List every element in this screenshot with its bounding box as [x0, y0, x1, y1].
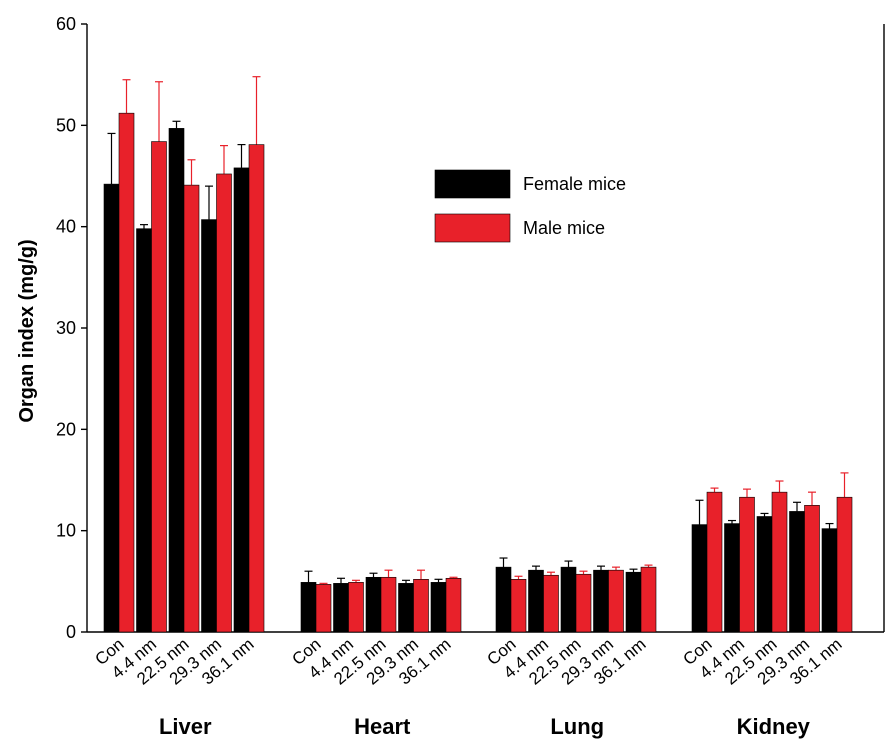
- bar: [380, 576, 397, 633]
- bar: [756, 516, 773, 633]
- y-axis-title: Organ index (mg/g): [16, 239, 38, 422]
- bar: [821, 528, 838, 633]
- bar: [365, 576, 382, 633]
- bar: [136, 228, 152, 633]
- bar: [575, 573, 592, 633]
- bar: [300, 582, 317, 633]
- bar: [739, 496, 755, 633]
- bar: [183, 184, 200, 633]
- bar: [724, 523, 740, 633]
- bar: [510, 579, 527, 633]
- bar: [398, 583, 414, 633]
- bar: [348, 582, 364, 633]
- bar: [593, 569, 609, 633]
- y-tick-label: 20: [56, 419, 76, 439]
- bar: [445, 577, 462, 633]
- legend-swatch: [434, 213, 511, 243]
- bars: [103, 76, 853, 633]
- y-tick-label: 60: [56, 14, 76, 34]
- group-label: Kidney: [737, 714, 811, 739]
- bar: [248, 144, 265, 633]
- bar: [560, 566, 577, 633]
- y-tick-label: 40: [56, 217, 76, 237]
- bar: [495, 566, 512, 633]
- y-tick-label: 30: [56, 318, 76, 338]
- bar: [103, 183, 120, 633]
- bar: [216, 173, 232, 633]
- bar: [789, 511, 805, 633]
- bar: [151, 141, 167, 633]
- legend-label: Female mice: [523, 174, 626, 194]
- bar: [804, 505, 820, 633]
- bar: [333, 583, 349, 633]
- bar: [118, 112, 135, 633]
- y-tick-label: 50: [56, 115, 76, 135]
- bar: [608, 569, 624, 633]
- bar: [528, 569, 544, 633]
- bar: [315, 584, 332, 633]
- legend-swatch: [434, 169, 511, 199]
- bar: [201, 219, 217, 633]
- bar: [543, 574, 559, 633]
- bar: [233, 167, 250, 633]
- bar: [836, 496, 853, 633]
- legend: Female mice Male mice: [434, 169, 626, 243]
- bar: [430, 582, 447, 633]
- group-label: Liver: [159, 714, 212, 739]
- bar: [168, 128, 185, 633]
- bar: [625, 571, 642, 633]
- group-label: Lung: [550, 714, 604, 739]
- bar: [413, 579, 429, 633]
- bar: [691, 524, 708, 633]
- bar: [771, 491, 788, 633]
- bar: [706, 491, 723, 633]
- legend-label: Male mice: [523, 218, 605, 238]
- y-tick-label: 0: [66, 622, 76, 642]
- bar: [640, 566, 657, 633]
- y-tick-label: 10: [56, 521, 76, 541]
- group-label: Heart: [354, 714, 411, 739]
